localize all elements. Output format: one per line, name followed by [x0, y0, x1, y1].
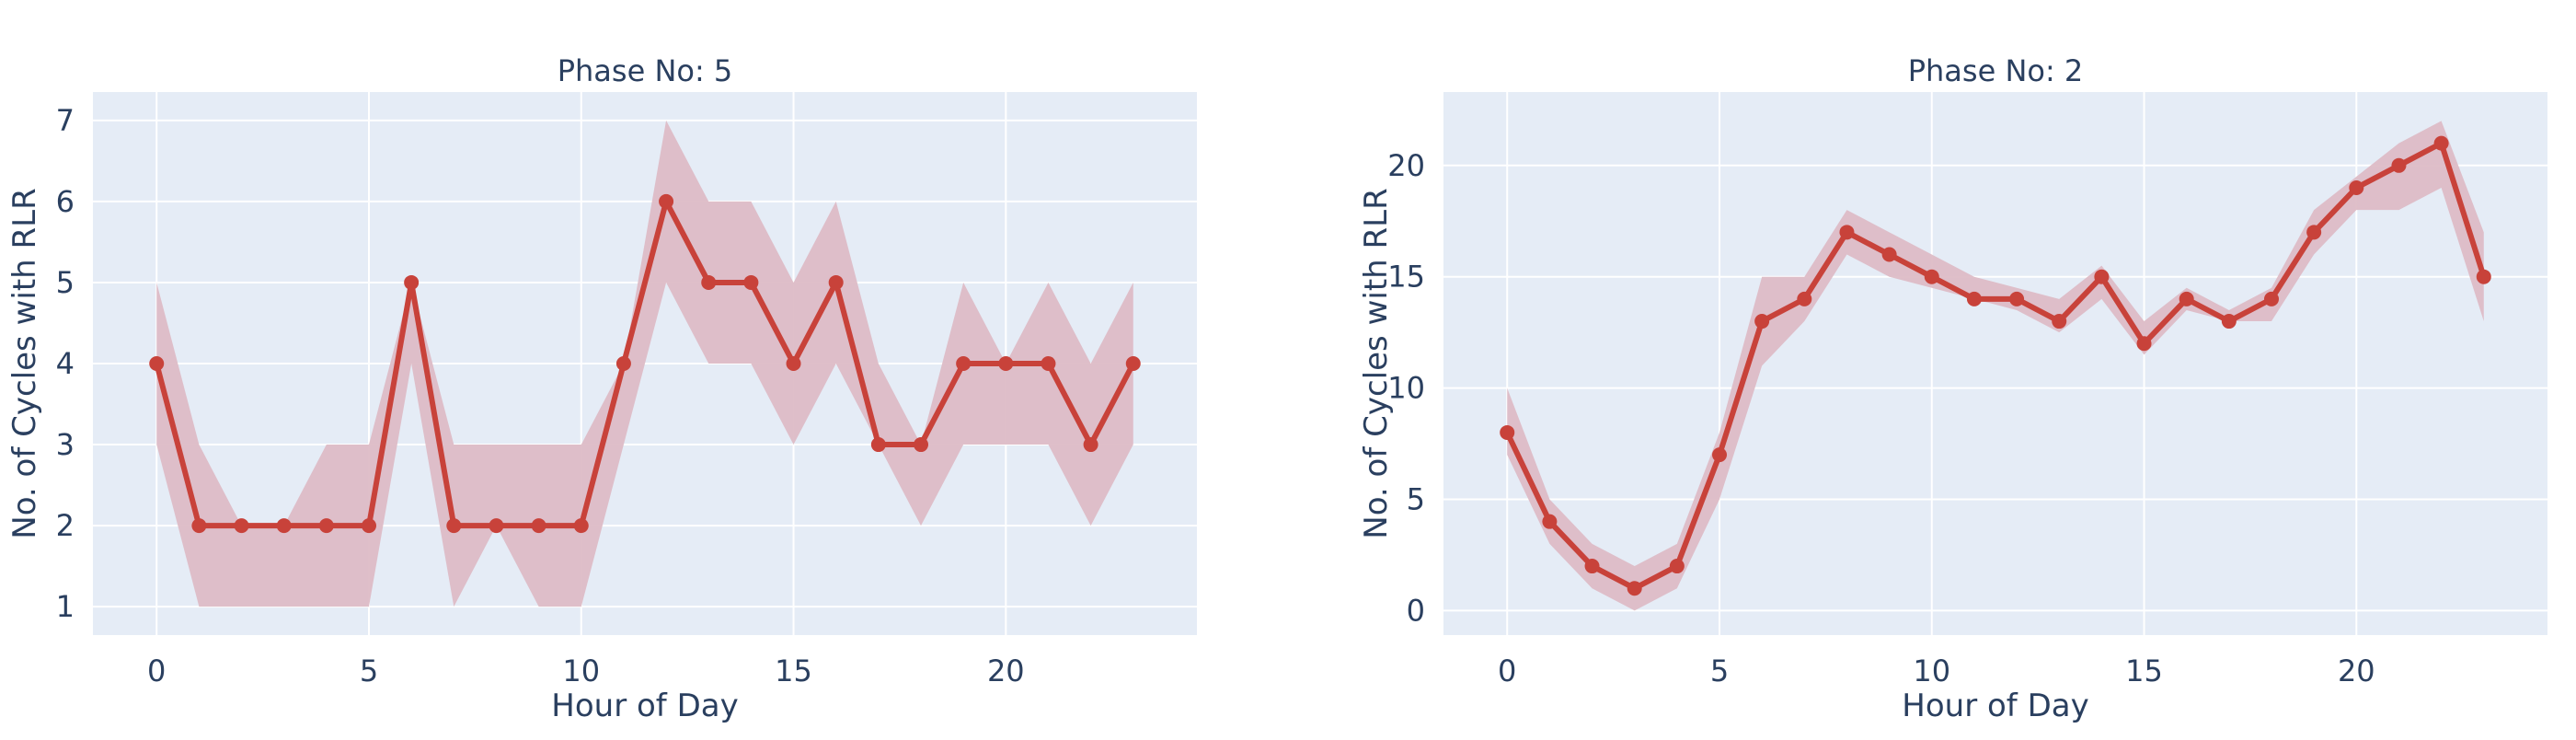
phase-5-x-tick-label: 5 — [360, 653, 378, 688]
phase-2-y-tick-label: 0 — [1407, 593, 1425, 628]
phase-5-y-tick-label: 4 — [56, 346, 75, 381]
phase-2-data-point — [1500, 424, 1515, 440]
chart-phase-2: 0 5 10 15 20 0 5 10 15 20 Phase No: 2 Hour of Day No… — [1288, 0, 2576, 736]
phase-2-data-point — [2094, 269, 2110, 284]
phase-2-data-point — [1754, 314, 1770, 330]
phase-2-x-tick-label: 10 — [1913, 653, 1950, 688]
phase-5-data-point — [531, 518, 546, 534]
phase-2-series-line — [1504, 140, 2487, 592]
phase-5-x-tick-label: 20 — [987, 653, 1025, 688]
phase-5-confidence-band — [156, 120, 1133, 607]
phase-5-data-point — [701, 274, 717, 290]
phase-5-data-point — [615, 356, 631, 371]
phase-5-y-axis-title: No. of Cycles with RLR — [6, 188, 43, 538]
phase-5-data-point — [404, 274, 420, 290]
phase-2-data-point — [1542, 514, 1558, 529]
phase-5-title: Phase No: 5 — [558, 53, 733, 88]
phase-2-data-point — [1712, 447, 1727, 463]
phase-5-data-point — [659, 193, 674, 209]
phase-5-data-point — [191, 518, 207, 534]
phase-2-x-tick-label: 15 — [2125, 653, 2163, 688]
phase-2-data-point — [2433, 135, 2449, 151]
chart-phase-2-svg: 0 5 10 15 20 0 5 10 15 20 Phase No: 2 Hour of Day No… — [1358, 53, 2547, 724]
phase-5-data-point — [828, 274, 844, 290]
phase-2-data-point — [2179, 291, 2194, 306]
phase-2-x-axis-title: Hour of Day — [1902, 688, 2088, 724]
phase-2-y-tick-label: 15 — [1387, 260, 1425, 295]
phase-5-data-point — [998, 356, 1014, 371]
phase-2-data-point — [2306, 225, 2322, 240]
phase-2-data-point — [1924, 269, 1939, 284]
phase-2-data-point — [1839, 225, 1855, 240]
phase-5-x-tick-label: 15 — [775, 653, 812, 688]
chart-phase-5-svg: 0 5 10 15 20 1 2 3 4 5 6 7 Phase No: 5 Hour of Day No.… — [6, 53, 1197, 724]
phase-2-data-point — [1881, 247, 1897, 262]
phase-2-y-tick-label: 10 — [1387, 371, 1425, 406]
phase-5-data-point — [1125, 356, 1141, 371]
phase-2-data-point — [2136, 336, 2152, 352]
phase-2-data-point — [2009, 291, 2025, 306]
phase-5-data-point — [489, 518, 504, 534]
phase-5-data-point — [1083, 437, 1098, 453]
phase-2-data-point — [2221, 314, 2237, 330]
phase-5-y-tick-label: 6 — [56, 184, 75, 219]
phase-2-data-point — [2349, 179, 2364, 195]
phase-2-data-point — [1669, 559, 1685, 574]
phase-2-data-point — [1797, 291, 1812, 306]
phase-5-data-point — [914, 437, 928, 453]
phase-5-x-axis-title: Hour of Day — [551, 688, 738, 724]
phase-2-x-tick-label: 20 — [2338, 653, 2375, 688]
phase-2-data-point — [2264, 291, 2279, 306]
phase-5-y-tick-label: 1 — [56, 589, 75, 624]
phase-5-x-tick-label: 10 — [562, 653, 600, 688]
phase-2-data-point — [1584, 559, 1600, 574]
phase-2-data-point — [2476, 269, 2491, 284]
phase-2-data-point — [1627, 581, 1642, 596]
phase-5-y-tick-label: 2 — [56, 508, 75, 543]
phase-2-y-tick-label: 20 — [1387, 148, 1425, 183]
phase-5-data-point — [446, 518, 462, 534]
phase-5-data-point — [743, 274, 759, 290]
phase-5-data-point — [234, 518, 249, 534]
phase-2-data-point — [2391, 157, 2407, 173]
phase-2-y-tick-label: 5 — [1407, 482, 1425, 517]
phase-5-data-point — [149, 356, 165, 371]
phase-5-x-tick-label: 0 — [147, 653, 166, 688]
phase-2-data-point — [1966, 291, 1982, 306]
phase-2-x-tick-label: 5 — [1710, 653, 1729, 688]
phase-5-data-point — [786, 356, 801, 371]
phase-5-data-point — [870, 437, 886, 453]
phase-5-data-point — [318, 518, 334, 534]
phase-5-data-point — [362, 518, 376, 534]
phase-2-title: Phase No: 2 — [1908, 53, 2084, 88]
phase-5-y-tick-label: 5 — [56, 265, 75, 300]
phase-2-x-tick-label: 0 — [1498, 653, 1516, 688]
phase-5-data-point — [956, 356, 972, 371]
phase-5-y-tick-label: 7 — [56, 103, 75, 138]
phase-2-data-point — [2052, 314, 2067, 330]
phase-5-data-point — [276, 518, 292, 534]
phase-5-data-point — [573, 518, 589, 534]
phase-2-y-axis-title: No. of Cycles with RLR — [1358, 188, 1395, 538]
chart-phase-5: 0 5 10 15 20 1 2 3 4 5 6 7 Phase No: 5 Hour of Day No.… — [0, 0, 1288, 736]
phase-5-data-point — [1041, 356, 1056, 371]
phase-5-y-tick-label: 3 — [56, 427, 75, 462]
